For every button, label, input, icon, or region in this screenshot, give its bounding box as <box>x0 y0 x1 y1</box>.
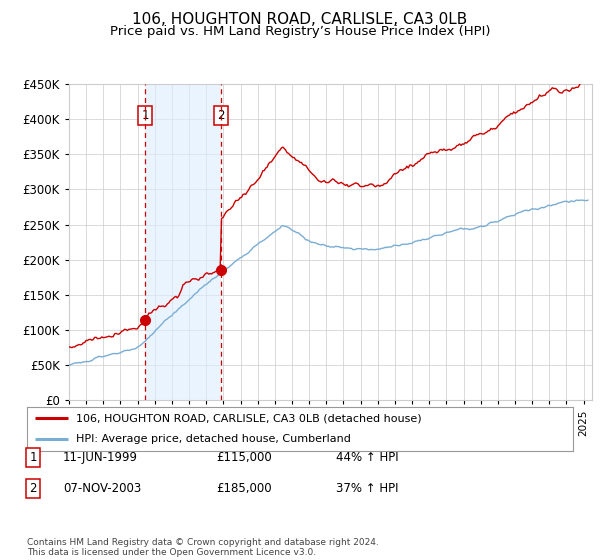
Text: 37% ↑ HPI: 37% ↑ HPI <box>336 482 398 495</box>
Text: 44% ↑ HPI: 44% ↑ HPI <box>336 451 398 464</box>
Text: £185,000: £185,000 <box>216 482 272 495</box>
Text: Contains HM Land Registry data © Crown copyright and database right 2024.
This d: Contains HM Land Registry data © Crown c… <box>27 538 379 557</box>
Text: 2: 2 <box>29 482 37 495</box>
Text: 1: 1 <box>142 109 149 122</box>
Text: 106, HOUGHTON ROAD, CARLISLE, CA3 0LB: 106, HOUGHTON ROAD, CARLISLE, CA3 0LB <box>133 12 467 27</box>
Text: 106, HOUGHTON ROAD, CARLISLE, CA3 0LB (detached house): 106, HOUGHTON ROAD, CARLISLE, CA3 0LB (d… <box>76 413 422 423</box>
Text: 2: 2 <box>217 109 224 122</box>
Text: 1: 1 <box>29 451 37 464</box>
Text: 07-NOV-2003: 07-NOV-2003 <box>63 482 141 495</box>
Bar <box>145 84 221 400</box>
Text: HPI: Average price, detached house, Cumberland: HPI: Average price, detached house, Cumb… <box>76 435 351 445</box>
Text: 11-JUN-1999: 11-JUN-1999 <box>63 451 138 464</box>
Text: £115,000: £115,000 <box>216 451 272 464</box>
Text: Price paid vs. HM Land Registry’s House Price Index (HPI): Price paid vs. HM Land Registry’s House … <box>110 25 490 38</box>
